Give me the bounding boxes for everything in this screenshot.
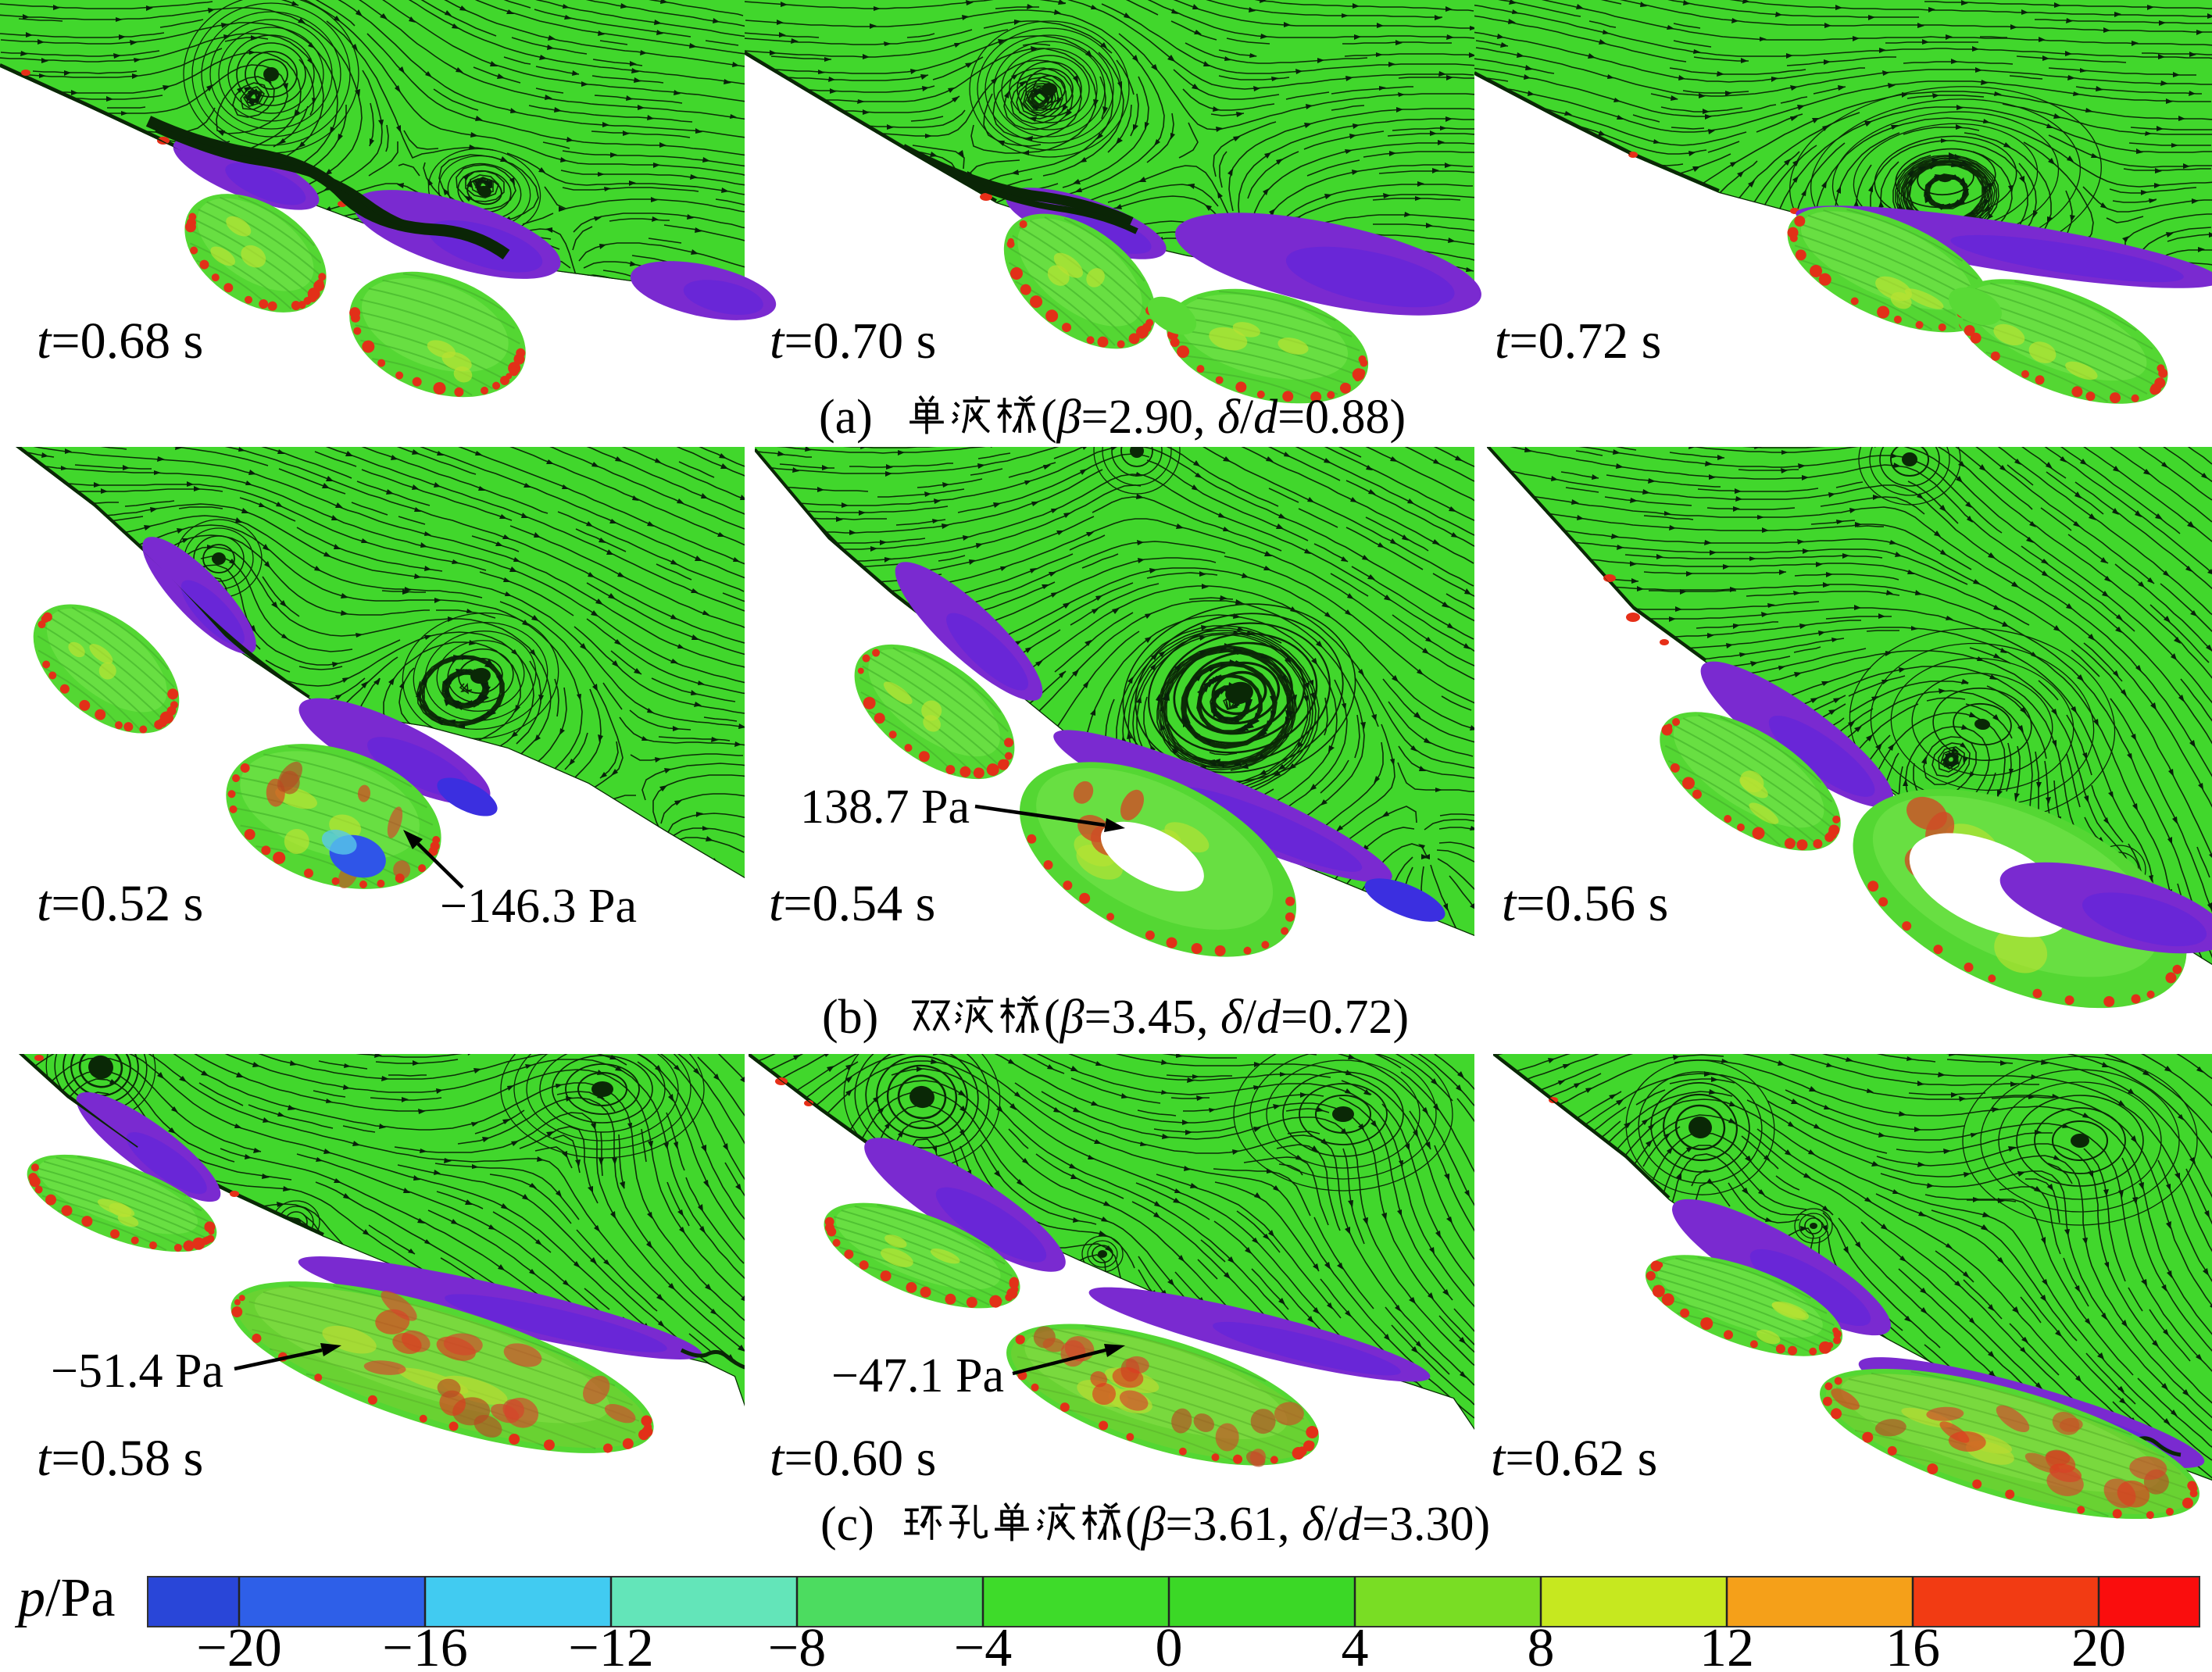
svg-text:t=0.52 s: t=0.52 s <box>37 875 203 932</box>
svg-text:8: 8 <box>1528 1618 1555 1672</box>
svg-text:t=0.54 s: t=0.54 s <box>769 875 935 932</box>
svg-text:−8: −8 <box>768 1618 826 1672</box>
svg-text:t=0.56 s: t=0.56 s <box>1502 875 1668 932</box>
svg-text:(a): (a) <box>819 391 873 444</box>
svg-text:t=0.72 s: t=0.72 s <box>1495 313 1661 370</box>
svg-text:−47.1 Pa: −47.1 Pa <box>831 1349 1004 1402</box>
svg-text:−20: −20 <box>196 1618 281 1672</box>
svg-text:4: 4 <box>1342 1618 1369 1672</box>
svg-text:16: 16 <box>1885 1618 1940 1672</box>
svg-text:138.7 Pa: 138.7 Pa <box>800 781 970 834</box>
svg-text:(b): (b) <box>822 991 878 1044</box>
svg-text:(β=3.45, δ/d=0.72): (β=3.45, δ/d=0.72) <box>1044 991 1409 1044</box>
svg-text:(β=3.61, δ/d=3.30): (β=3.61, δ/d=3.30) <box>1125 1498 1490 1551</box>
svg-text:(c): (c) <box>820 1498 874 1551</box>
svg-text:p/Pa: p/Pa <box>14 1568 115 1628</box>
svg-text:−51.4 Pa: −51.4 Pa <box>51 1345 223 1398</box>
svg-text:12: 12 <box>1699 1618 1754 1672</box>
svg-text:t=0.58 s: t=0.58 s <box>37 1430 203 1487</box>
svg-text:−12: −12 <box>568 1618 653 1672</box>
svg-text:0: 0 <box>1156 1618 1183 1672</box>
svg-text:t=0.62 s: t=0.62 s <box>1491 1430 1657 1487</box>
svg-text:20: 20 <box>2071 1618 2126 1672</box>
svg-text:−4: −4 <box>954 1618 1012 1672</box>
svg-text:t=0.68 s: t=0.68 s <box>37 313 203 370</box>
svg-text:(β=2.90, δ/d=0.88): (β=2.90, δ/d=0.88) <box>1041 391 1406 444</box>
svg-text:t=0.60 s: t=0.60 s <box>770 1430 936 1487</box>
svg-text:−16: −16 <box>382 1618 467 1672</box>
svg-text:−146.3 Pa: −146.3 Pa <box>440 880 637 933</box>
svg-text:t=0.70 s: t=0.70 s <box>770 313 936 370</box>
